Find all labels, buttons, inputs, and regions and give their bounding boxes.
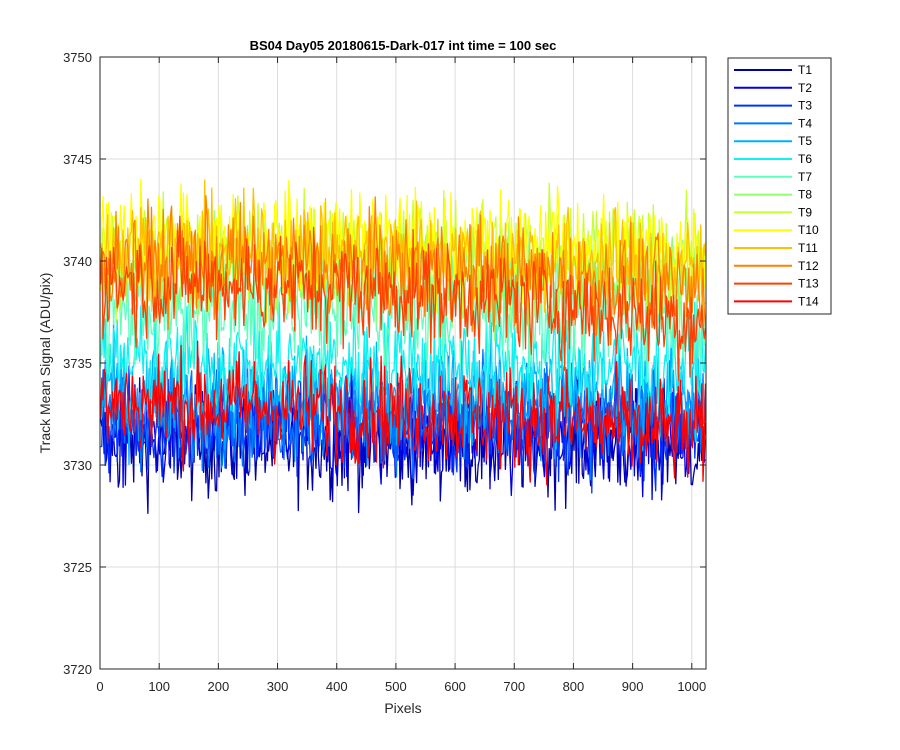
x-tick-label: 1000 bbox=[677, 679, 706, 694]
y-tick-label: 3745 bbox=[63, 152, 92, 167]
x-tick-label: 200 bbox=[208, 679, 230, 694]
y-ticks: 3720 3725 3730 3735 3740 3745 3750 bbox=[63, 50, 706, 677]
y-tick-label: 3750 bbox=[63, 50, 92, 65]
legend-entry: T1 bbox=[798, 63, 812, 77]
legend-entry: T12 bbox=[798, 259, 819, 273]
x-tick-label: 600 bbox=[444, 679, 466, 694]
legend-box bbox=[727, 57, 832, 315]
legend-items: T1 T2 T3 T4 T5 T6 T7 T8 T9 T10 T11 T12 T13 T14 bbox=[734, 63, 819, 308]
legend-entry: T11 bbox=[798, 241, 818, 255]
legend-entry: T14 bbox=[798, 294, 819, 308]
legend-entry: T4 bbox=[798, 116, 812, 130]
x-tick-label: 500 bbox=[385, 679, 407, 694]
y-tick-label: 3740 bbox=[63, 254, 92, 269]
legend-entry: T13 bbox=[798, 277, 819, 291]
x-ticks: 0 100 200 300 400 500 600 700 800 900 1000 bbox=[96, 57, 706, 694]
y-tick-label: 3725 bbox=[63, 560, 92, 575]
legend-entry: T7 bbox=[798, 170, 812, 184]
x-tick-label: 0 bbox=[96, 679, 103, 694]
x-tick-label: 400 bbox=[326, 679, 348, 694]
x-tick-label: 700 bbox=[503, 679, 525, 694]
legend-entry: T5 bbox=[798, 134, 812, 148]
legend: T1 T2 T3 T4 T5 T6 T7 T8 T9 T10 T11 T12 T13 T14 bbox=[727, 57, 832, 315]
legend-entry: T8 bbox=[798, 188, 812, 202]
series-line-t13 bbox=[99, 215, 707, 382]
y-tick-label: 3735 bbox=[63, 356, 92, 371]
chart-title: BS04 Day05 20180615-Dark-017 int time = … bbox=[250, 38, 557, 53]
x-axis-label: Pixels bbox=[384, 700, 421, 716]
legend-entry: T9 bbox=[798, 205, 812, 219]
legend-entry: T3 bbox=[798, 99, 812, 113]
legend-entry: T10 bbox=[798, 223, 819, 237]
series-line-t14 bbox=[99, 340, 707, 486]
legend-entry: T6 bbox=[798, 152, 812, 166]
x-tick-label: 300 bbox=[267, 679, 289, 694]
y-tick-label: 3720 bbox=[63, 662, 92, 677]
y-axis-label: Track Mean Signal (ADU/pix) bbox=[37, 273, 53, 454]
x-tick-label: 100 bbox=[148, 679, 170, 694]
x-tick-label: 900 bbox=[622, 679, 644, 694]
y-tick-label: 3730 bbox=[63, 458, 92, 473]
plot-series bbox=[99, 178, 707, 515]
x-tick-label: 800 bbox=[563, 679, 585, 694]
series-line-t6 bbox=[99, 293, 707, 443]
legend-entry: T2 bbox=[798, 81, 812, 95]
